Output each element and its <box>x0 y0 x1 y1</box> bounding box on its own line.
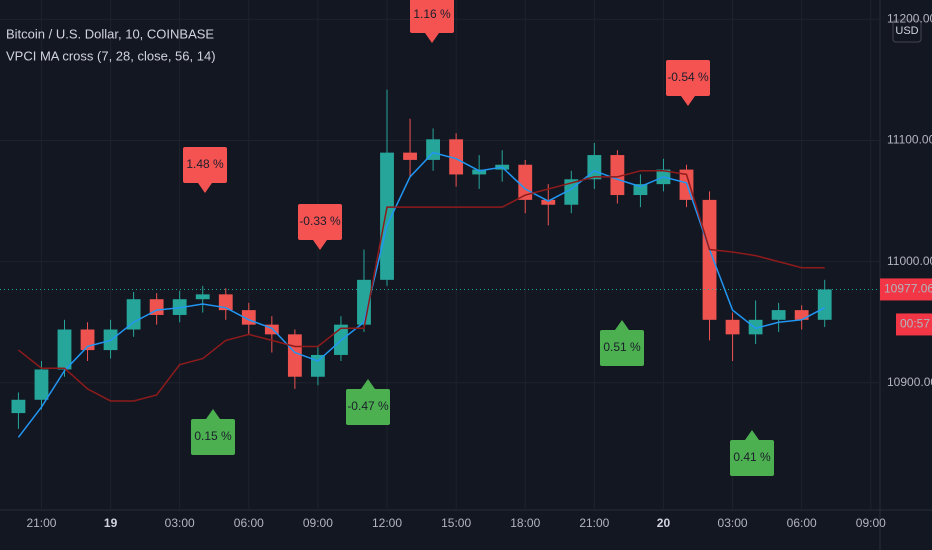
candle-body <box>702 199 717 320</box>
chart-title: Bitcoin / U.S. Dollar, 10, COINBASE <box>6 26 214 41</box>
signal-text: -0.33 % <box>299 214 341 228</box>
plot: 1.16 % 1.48 % -0.33 % -0.54 % 0.15 % -0.47 % 0… <box>0 0 880 510</box>
candle-body <box>541 199 556 205</box>
signal-text: -0.47 % <box>347 399 389 413</box>
indicator-line <box>17 170 825 402</box>
candle-body <box>633 184 648 196</box>
candle-body <box>610 155 625 196</box>
signal-pointer <box>361 379 375 389</box>
candle-body <box>57 329 72 370</box>
candle-body <box>126 299 141 330</box>
candle-body <box>472 169 487 175</box>
signal-box <box>346 389 390 425</box>
y-tick-label: 11000.00 <box>887 254 932 268</box>
currency-button[interactable] <box>892 19 922 43</box>
signal-box <box>191 419 235 455</box>
signal-box <box>183 147 227 183</box>
signal-box <box>730 440 774 476</box>
x-tick-label: 18:00 <box>510 516 540 530</box>
signal-pointer <box>206 409 220 419</box>
signal-box <box>298 204 342 240</box>
signal-text: 0.41 % <box>733 450 771 464</box>
candle-body <box>11 399 26 414</box>
candle-body <box>725 319 740 335</box>
signal-label: 0.15 % <box>191 409 235 455</box>
signal-box <box>410 0 454 33</box>
signal-box <box>600 330 644 366</box>
signal-text: 0.15 % <box>194 429 232 443</box>
signal-label: 1.48 % <box>183 147 227 193</box>
x-tick-label: 20 <box>657 516 671 530</box>
countdown-label: 00:57 <box>900 317 930 331</box>
signal-text: -0.54 % <box>667 70 709 84</box>
candle-body <box>403 152 417 160</box>
last-price-label: 10977.06 <box>884 282 932 296</box>
currency-label[interactable]: USD <box>895 25 918 37</box>
x-tick-label: 03:00 <box>718 516 748 530</box>
signal-pointer <box>681 96 695 106</box>
candle-body <box>149 299 164 315</box>
x-tick-label: 21:00 <box>26 516 56 530</box>
signal-pointer <box>313 240 327 250</box>
signal-pointer <box>615 320 629 330</box>
candle-body <box>587 155 602 180</box>
y-tick-label: 11200.00 <box>887 12 932 26</box>
x-tick-label: 06:00 <box>787 516 817 530</box>
x-tick-label: 09:00 <box>303 516 333 530</box>
candle-body <box>426 139 440 160</box>
signal-label: 1.16 % <box>410 0 454 43</box>
signal-text: 1.48 % <box>186 157 224 171</box>
candle-body <box>310 354 325 377</box>
candle-body <box>449 139 464 175</box>
y-tick-label: 11100.00 <box>887 133 932 147</box>
candle-body <box>218 294 233 311</box>
y-tick-label: 10900.00 <box>887 375 932 389</box>
candle-body <box>287 334 302 377</box>
x-tick-label: 03:00 <box>165 516 195 530</box>
candle-body <box>34 369 49 400</box>
signal-box <box>666 60 710 96</box>
x-tick-label: 19 <box>104 516 118 530</box>
x-tick-label: 15:00 <box>441 516 471 530</box>
last-price-box <box>880 278 932 301</box>
candle-body <box>794 310 809 320</box>
candle-body <box>264 324 279 335</box>
indicator-label: VPCI MA cross (7, 28, close, 56, 14) <box>6 48 216 63</box>
signal-label: -0.33 % <box>298 204 342 250</box>
candle-body <box>771 310 786 320</box>
signal-pointer <box>745 430 759 440</box>
signal-pointer <box>198 183 212 193</box>
signal-pointer <box>425 33 439 43</box>
countdown-box <box>896 313 932 336</box>
signal-label: -0.54 % <box>666 60 710 106</box>
signal-text: 0.51 % <box>603 340 641 354</box>
signal-label: -0.47 % <box>346 379 390 425</box>
x-tick-label: 12:00 <box>372 516 402 530</box>
candle-body <box>195 294 210 300</box>
candle-body <box>380 152 394 280</box>
x-tick-label: 09:00 <box>856 516 886 530</box>
indicator-line <box>17 151 826 438</box>
signal-label: 0.51 % <box>600 320 644 366</box>
candle-body <box>748 319 763 335</box>
candle-body <box>817 289 832 320</box>
signal-text: 1.16 % <box>413 7 451 21</box>
signal-label: 0.41 % <box>730 430 774 476</box>
x-tick-label: 21:00 <box>579 516 609 530</box>
x-tick-label: 06:00 <box>234 516 264 530</box>
